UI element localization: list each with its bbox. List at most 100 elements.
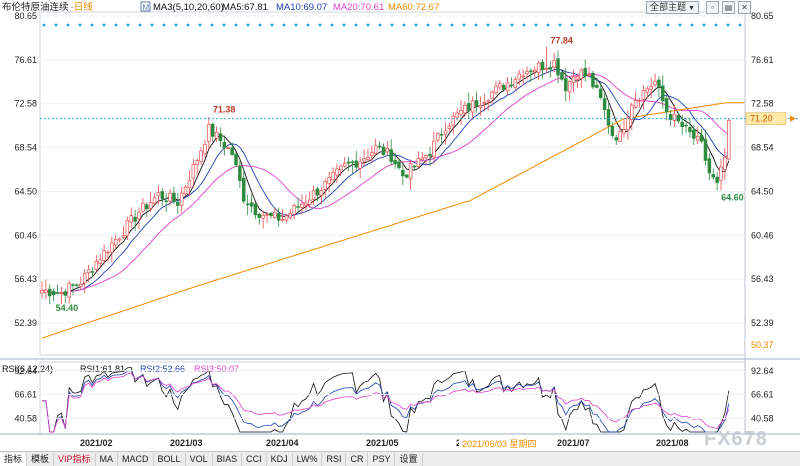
ma5-value: MA5:67.81 bbox=[222, 2, 268, 13]
rsi-tick-right: 92.64 bbox=[751, 366, 774, 376]
candle-body bbox=[664, 98, 669, 113]
close-icon[interactable]: ✕ bbox=[738, 1, 751, 14]
candle-body bbox=[645, 88, 650, 93]
candle-body bbox=[521, 75, 525, 78]
candle-body bbox=[276, 213, 281, 221]
dot-marker bbox=[546, 23, 550, 27]
candle-body bbox=[265, 213, 269, 216]
candle-body bbox=[598, 88, 603, 98]
candle-body bbox=[443, 130, 448, 135]
restore-icon[interactable]: ▫ bbox=[706, 1, 719, 14]
rsi2-value: RSI2:52.66 bbox=[140, 364, 185, 374]
candle-body bbox=[552, 60, 556, 68]
candle-body bbox=[350, 161, 355, 163]
candle-body bbox=[501, 85, 506, 90]
candle-body bbox=[606, 109, 611, 126]
toolbar-item-lw[interactable]: LW% bbox=[293, 452, 323, 466]
rsi-tick-left: 92.64 bbox=[14, 366, 37, 376]
candle-body bbox=[482, 102, 487, 104]
cursor-date-label: 2021/06/03 星期四 bbox=[462, 439, 537, 449]
toolbar-item-rsi[interactable]: RSI bbox=[322, 452, 347, 466]
candle-body bbox=[207, 124, 211, 143]
candle-body bbox=[319, 190, 324, 196]
toolbar-item-psy[interactable]: PSY bbox=[368, 452, 396, 466]
high-label: 71.38 bbox=[213, 105, 236, 115]
candle-body bbox=[242, 177, 246, 202]
candle-body bbox=[630, 104, 634, 120]
candle-body bbox=[459, 109, 463, 115]
candle-body bbox=[711, 174, 715, 178]
toolbar-item-vol[interactable]: VOL bbox=[186, 452, 213, 466]
dot-marker bbox=[270, 23, 274, 27]
dot-marker bbox=[282, 23, 286, 27]
dot-marker bbox=[726, 23, 730, 27]
candle-body bbox=[129, 215, 133, 223]
candle-body bbox=[106, 251, 110, 254]
dot-marker bbox=[114, 23, 118, 27]
candle-body bbox=[408, 163, 413, 180]
candle-body bbox=[373, 145, 378, 154]
candle-body bbox=[602, 98, 607, 111]
toolbar-item-[interactable]: 模板 bbox=[27, 452, 55, 466]
candle-body bbox=[668, 114, 673, 120]
candle-body bbox=[307, 199, 312, 205]
toolbar-item-ma[interactable]: MA bbox=[96, 452, 119, 466]
toolbar-item-boll[interactable]: BOLL bbox=[154, 452, 186, 466]
candle-body bbox=[346, 161, 351, 164]
toolbar-item-[interactable]: 设置 bbox=[395, 452, 423, 466]
chart-svg[interactable]: 布伦特原油连续 -日线 M MA3(5,10,20,60) MA5:67.81 M… bbox=[0, 0, 800, 451]
low-label: 54.40 bbox=[56, 303, 79, 313]
dot-marker bbox=[102, 23, 106, 27]
candle-body bbox=[536, 62, 541, 73]
dot-marker bbox=[522, 23, 526, 27]
dot-marker bbox=[150, 23, 154, 27]
candle-body bbox=[727, 120, 731, 160]
candle-body bbox=[230, 147, 234, 155]
candle-body bbox=[323, 181, 327, 190]
rsi3-value: RSI3:50.07 bbox=[194, 364, 239, 374]
candle-body bbox=[695, 135, 700, 141]
candle-body bbox=[339, 165, 343, 171]
toolbar-item-kdj[interactable]: KDJ bbox=[267, 452, 293, 466]
candle-body bbox=[40, 290, 44, 294]
candle-body bbox=[269, 212, 273, 216]
dot-marker bbox=[366, 23, 370, 27]
dotted-row bbox=[42, 23, 742, 27]
dot-marker bbox=[390, 23, 394, 27]
candle-body bbox=[707, 158, 712, 174]
candle-body bbox=[238, 165, 242, 181]
candle-body bbox=[564, 78, 568, 92]
candles bbox=[40, 46, 800, 305]
toolbar-item-vip[interactable]: VIP指标 bbox=[54, 452, 96, 466]
rsi-axis: 92.64 92.64 66.61 66.61 40.58 40.58 bbox=[14, 366, 773, 424]
candle-body bbox=[494, 85, 498, 93]
price-tick-right: 76.61 bbox=[751, 55, 774, 65]
dot-marker bbox=[186, 23, 190, 27]
toolbar-item-bias[interactable]: BIAS bbox=[213, 452, 243, 466]
candle-body bbox=[75, 284, 79, 287]
candle-body bbox=[273, 211, 277, 218]
candle-body bbox=[393, 159, 397, 165]
toolbar-item-cr[interactable]: CR bbox=[346, 452, 369, 466]
candle-body bbox=[517, 73, 521, 80]
theme-label: 全部主题 bbox=[650, 2, 687, 12]
price-tick-left: 68.54 bbox=[14, 143, 37, 153]
candle-body bbox=[567, 80, 572, 93]
candle-body bbox=[300, 203, 304, 208]
candle-body bbox=[525, 71, 529, 74]
toolbar-item-[interactable]: 指标 bbox=[0, 452, 28, 466]
ma-toggle-icon[interactable] bbox=[140, 1, 151, 12]
candle-body bbox=[94, 261, 99, 270]
theme-dropdown[interactable]: 全部主题 ▼ bbox=[646, 1, 699, 14]
cursor-date-box bbox=[459, 437, 551, 449]
settings-icon[interactable]: ▤ bbox=[722, 1, 735, 14]
month-label: 2021/03 bbox=[170, 438, 203, 448]
rsi-label: RSI(6,12,24) bbox=[2, 364, 53, 374]
toolbar-item-macd[interactable]: MACD bbox=[118, 452, 154, 466]
candle-body bbox=[280, 219, 285, 221]
ma20-value: MA20:70.61 bbox=[333, 2, 384, 13]
candle-body bbox=[633, 100, 638, 108]
candle-body bbox=[117, 238, 122, 241]
toolbar-item-cci[interactable]: CCI bbox=[242, 452, 267, 466]
candle-body bbox=[587, 74, 591, 76]
